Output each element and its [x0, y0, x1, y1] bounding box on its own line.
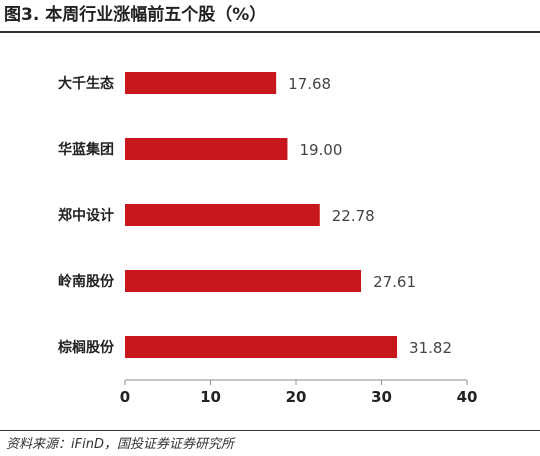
bar-chart: 0 10 20 30 40 大千生态 17.68 华蓝集团 19.00 郑中设计 22.78 岭南股份…: [57, 72, 478, 406]
x-tick-label: 20: [286, 388, 307, 406]
x-tick-label: 10: [200, 388, 221, 406]
chart-title: 图3. 本周行业涨幅前五个股（%）: [4, 5, 267, 25]
category-label: 华蓝集团: [58, 141, 114, 158]
footer-divider: [0, 430, 540, 431]
value-label: 22.78: [332, 207, 375, 225]
value-label: 17.68: [288, 75, 331, 93]
x-tick-label: 0: [120, 388, 130, 406]
bar-1: [125, 72, 277, 94]
value-label: 31.82: [409, 339, 452, 357]
category-label: 郑中设计: [58, 207, 114, 224]
bar-3: [125, 204, 320, 226]
source-note: 资料来源：iFinD，国投证券证券研究所: [6, 437, 234, 452]
value-label: 27.61: [373, 273, 416, 291]
bar-5: [125, 336, 398, 358]
category-label: 岭南股份: [58, 273, 115, 290]
value-label: 19.00: [299, 141, 342, 159]
bar-4: [125, 270, 362, 292]
title-divider: [0, 31, 540, 33]
bar-2: [125, 138, 288, 160]
category-label: 大千生态: [58, 75, 114, 92]
category-label: 棕榈股份: [57, 339, 115, 356]
x-tick-label: 30: [371, 388, 392, 406]
x-tick-label: 40: [457, 388, 478, 406]
